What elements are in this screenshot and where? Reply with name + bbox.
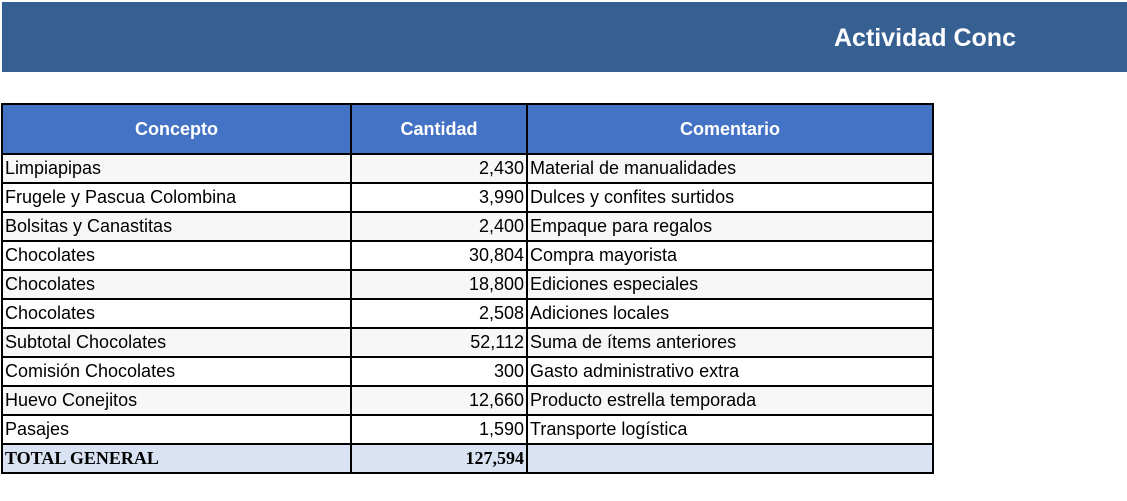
cell-cantidad[interactable]: 300 <box>350 356 528 387</box>
table-row: Frugele y Pascua Colombina 3,990 Dulces y … <box>1 182 934 213</box>
data-table: Concepto Cantidad Comentario Limpiapipas… <box>1 103 934 474</box>
total-value[interactable]: 127,594 <box>350 443 528 474</box>
table-row: Subtotal Chocolates 52,112 Suma de ítems a… <box>1 327 934 358</box>
cell-comentario[interactable]: Dulces y confites surtidos <box>526 182 934 213</box>
cell-cantidad[interactable]: 30,804 <box>350 240 528 271</box>
cell-concepto[interactable]: Subtotal Chocolates <box>1 327 352 358</box>
table-row: Limpiapipas 2,430 Material de manualidades <box>1 153 934 184</box>
title-banner: Actividad Conc <box>2 2 1127 72</box>
cell-comentario[interactable]: Empaque para regalos <box>526 211 934 242</box>
cell-concepto[interactable]: Comisión Chocolates <box>1 356 352 387</box>
cell-cantidad[interactable]: 1,590 <box>350 414 528 445</box>
cell-comentario[interactable]: Ediciones especiales <box>526 269 934 300</box>
cell-comentario[interactable]: Material de manualidades <box>526 153 934 184</box>
column-header-comentario[interactable]: Comentario <box>526 103 934 155</box>
cell-concepto[interactable]: Limpiapipas <box>1 153 352 184</box>
cell-cantidad[interactable]: 2,400 <box>350 211 528 242</box>
cell-cantidad[interactable]: 2,508 <box>350 298 528 329</box>
cell-concepto[interactable]: Bolsitas y Canastitas <box>1 211 352 242</box>
table-row: Pasajes 1,590 Transporte logística <box>1 414 934 445</box>
header-row: Concepto Cantidad Comentario <box>1 103 934 155</box>
cell-concepto[interactable]: Chocolates <box>1 269 352 300</box>
cell-comentario[interactable]: Suma de ítems anteriores <box>526 327 934 358</box>
cell-cantidad[interactable]: 52,112 <box>350 327 528 358</box>
total-comment[interactable] <box>526 443 934 474</box>
cell-concepto[interactable]: Huevo Conejitos <box>1 385 352 416</box>
table-row: Chocolates 18,800 Ediciones especiales <box>1 269 934 300</box>
cell-comentario[interactable]: Producto estrella temporada <box>526 385 934 416</box>
cell-cantidad[interactable]: 2,430 <box>350 153 528 184</box>
cell-concepto[interactable]: Chocolates <box>1 298 352 329</box>
cell-comentario[interactable]: Transporte logística <box>526 414 934 445</box>
cell-cantidad[interactable]: 12,660 <box>350 385 528 416</box>
table-row: Huevo Conejitos 12,660 Producto estrella t… <box>1 385 934 416</box>
table-row: Chocolates 2,508 Adiciones locales <box>1 298 934 329</box>
table-row: Chocolates 30,804 Compra mayorista <box>1 240 934 271</box>
table-row: Bolsitas y Canastitas 2,400 Empaque para r… <box>1 211 934 242</box>
cell-concepto[interactable]: Frugele y Pascua Colombina <box>1 182 352 213</box>
table-row: Comisión Chocolates 300 Gasto administrati… <box>1 356 934 387</box>
total-row: TOTAL GENERAL 127,594 <box>1 443 934 474</box>
cell-concepto[interactable]: Pasajes <box>1 414 352 445</box>
cell-comentario[interactable]: Gasto administrativo extra <box>526 356 934 387</box>
cell-comentario[interactable]: Adiciones locales <box>526 298 934 329</box>
page-title: Actividad Conc <box>834 24 1016 52</box>
total-label[interactable]: TOTAL GENERAL <box>1 443 352 474</box>
cell-comentario[interactable]: Compra mayorista <box>526 240 934 271</box>
column-header-cantidad[interactable]: Cantidad <box>350 103 528 155</box>
cell-concepto[interactable]: Chocolates <box>1 240 352 271</box>
column-header-concepto[interactable]: Concepto <box>1 103 352 155</box>
cell-cantidad[interactable]: 3,990 <box>350 182 528 213</box>
cell-cantidad[interactable]: 18,800 <box>350 269 528 300</box>
